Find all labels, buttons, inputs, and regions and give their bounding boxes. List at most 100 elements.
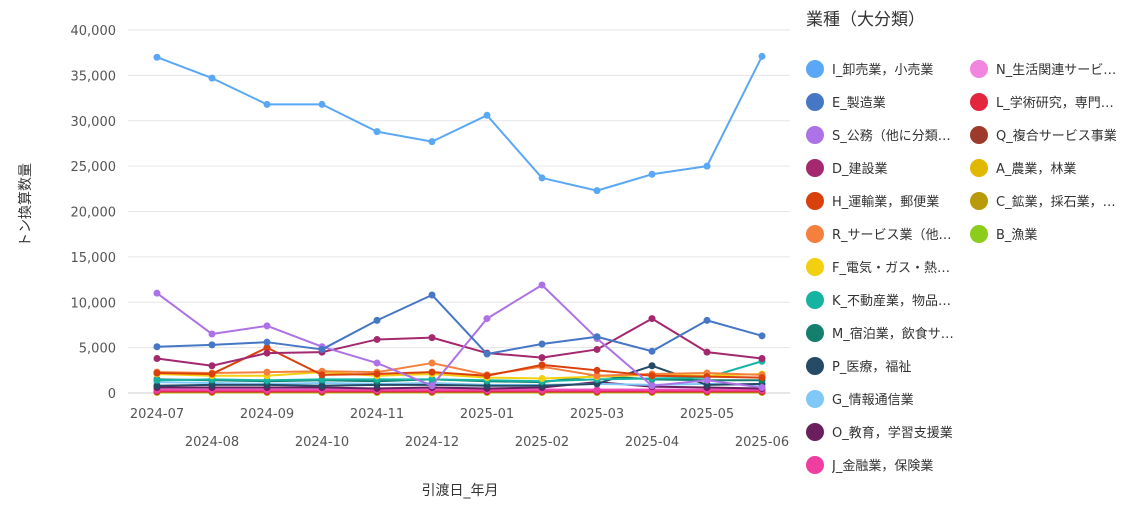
legend-marker-icon	[970, 191, 988, 210]
data-point	[593, 187, 601, 195]
legend-item[interactable]: O_教育，学習支援業	[806, 415, 970, 448]
legend-item[interactable]: B_漁業	[970, 217, 1136, 250]
data-point	[153, 289, 161, 297]
legend-item[interactable]: J_金融業，保険業	[806, 448, 970, 481]
legend-item[interactable]: I_卸売業，小売業	[806, 52, 970, 85]
y-tick-label: 0	[108, 387, 116, 402]
data-point	[593, 345, 601, 353]
data-point	[428, 375, 436, 383]
x-tick-label: 2024-12	[405, 435, 459, 450]
x-tick-label: 2024-08	[185, 435, 239, 450]
legend-label: E_製造業	[832, 96, 886, 111]
legend-item[interactable]: L_学術研究，専門…	[970, 85, 1136, 118]
legend-item[interactable]: F_電気・ガス・熱…	[806, 250, 970, 283]
x-tick-label: 2024-07	[130, 407, 184, 422]
y-axis-ticks: 0 5,000 10,000 15,000 20,000 25,000 30,000 35,0…	[71, 24, 117, 402]
data-point	[318, 345, 326, 353]
data-point	[758, 52, 766, 60]
y-axis-title: トン換算数量	[18, 163, 34, 247]
legend-item[interactable]: K_不動産業，物品…	[806, 283, 970, 316]
legend-marker-icon	[806, 224, 824, 243]
data-point	[648, 362, 656, 370]
legend-marker-icon	[806, 422, 824, 441]
data-point	[538, 281, 546, 289]
x-tick-label: 2025-01	[460, 407, 514, 422]
legend-item[interactable]: C_鉱業，採石業，…	[970, 184, 1136, 217]
legend-label: O_教育，学習支援業	[832, 426, 953, 441]
series-line	[157, 381, 763, 390]
data-point	[153, 376, 161, 384]
legend-label: D_建設業	[832, 162, 888, 177]
x-tick-label: 2024-10	[295, 435, 349, 450]
x-tick-label: 2025-03	[570, 407, 624, 422]
legend-item[interactable]: N_生活関連サービ…	[970, 52, 1136, 85]
legend-item[interactable]: A_農業，林業	[970, 151, 1136, 184]
y-tick-label: 10,000	[71, 296, 117, 311]
x-axis-ticks: 2024-072024-082024-092024-102024-112024-…	[130, 407, 789, 450]
legend-marker-icon	[970, 92, 988, 111]
x-tick-label: 2025-06	[735, 435, 789, 450]
data-point	[428, 368, 436, 376]
series-line	[156, 317, 763, 367]
data-point	[428, 334, 436, 342]
legend-label: F_電気・ガス・熱…	[832, 261, 950, 276]
data-point	[593, 372, 601, 380]
data-point	[538, 374, 546, 382]
legend-item[interactable]: E_製造業	[806, 85, 970, 118]
legend-item[interactable]: G_情報通信業	[806, 382, 970, 415]
data-point	[758, 355, 766, 363]
legend-marker-icon	[806, 59, 824, 78]
x-tick-label: 2025-04	[625, 435, 679, 450]
data-point	[648, 372, 656, 380]
data-point	[208, 74, 216, 82]
data-point	[153, 369, 161, 377]
legend-label: K_不動産業，物品…	[832, 294, 952, 309]
x-tick-label: 2025-05	[680, 407, 734, 422]
legend-label: A_農業，林業	[996, 162, 1077, 177]
legend-marker-icon	[970, 158, 988, 177]
series	[153, 52, 766, 195]
data-point	[538, 174, 546, 182]
grid-lines	[128, 29, 790, 394]
legend-title: 業種（大分類）	[806, 10, 925, 30]
x-tick-label: 2025-02	[515, 435, 569, 450]
legend-label: R_サービス業（他…	[832, 228, 952, 243]
legend-label: N_生活関連サービ…	[996, 63, 1117, 78]
data-point	[483, 111, 491, 119]
series-line	[156, 346, 763, 379]
data-point	[703, 376, 711, 384]
legend-item[interactable]: P_医療，福祉	[806, 349, 970, 382]
data-point	[208, 370, 216, 378]
data-point	[703, 348, 711, 356]
y-tick-label: 20,000	[71, 206, 117, 221]
data-point	[538, 361, 546, 369]
data-point	[153, 53, 161, 61]
data-point	[208, 362, 216, 370]
data-point	[428, 382, 436, 390]
legend-item[interactable]: S_公務（他に分類…	[806, 118, 970, 151]
x-tick-label: 2024-11	[350, 407, 404, 422]
legend-label: G_情報通信業	[832, 393, 914, 408]
legend-label: I_卸売業，小売業	[832, 63, 934, 78]
data-point	[703, 162, 711, 170]
legend-item[interactable]: M_宿泊業，飲食サ…	[806, 316, 970, 349]
y-tick-label: 30,000	[71, 115, 117, 130]
data-point	[538, 354, 546, 362]
legend-item[interactable]: R_サービス業（他…	[806, 217, 970, 250]
legend-item[interactable]: Q_複合サービス事業	[970, 118, 1136, 151]
data-point	[373, 370, 381, 378]
data-point	[593, 386, 601, 394]
legend-marker-icon	[806, 92, 824, 111]
legend-marker-icon	[806, 125, 824, 144]
data-point	[263, 368, 271, 376]
data-point	[648, 382, 656, 390]
legend-label: M_宿泊業，飲食サ…	[832, 327, 954, 342]
legend-item[interactable]: H_運輸業，郵便業	[806, 184, 970, 217]
y-tick-label: 15,000	[71, 251, 117, 266]
data-point	[263, 349, 271, 357]
legend: 業種（大分類） I_卸売業，小売業 E_製造業 S_公務（他に分類… D_建設業 H_運…	[806, 8, 1136, 481]
legend-item[interactable]: D_建設業	[806, 151, 970, 184]
legend-label: C_鉱業，採石業，…	[996, 195, 1116, 210]
data-point	[373, 316, 381, 324]
data-point	[373, 335, 381, 343]
